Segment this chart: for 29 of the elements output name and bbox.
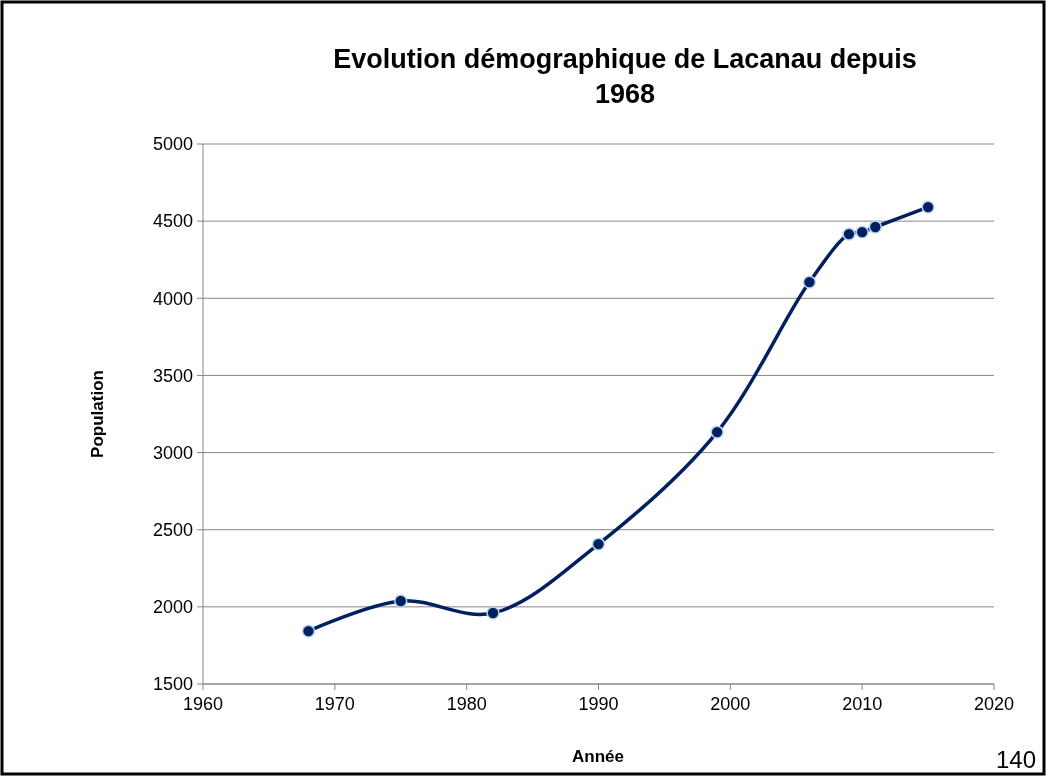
x-tick-label: 1960: [182, 694, 224, 714]
point: [486, 606, 500, 620]
y-tick-label: 3500: [152, 365, 193, 386]
point: [802, 275, 817, 289]
point: [855, 225, 869, 239]
x-tick-label: 2010: [842, 694, 883, 714]
point: [710, 425, 724, 439]
x-tick-label: 1990: [578, 694, 619, 714]
point: [921, 200, 935, 214]
y-tick-label: 2000: [152, 597, 193, 618]
x-tick-label: 2000: [710, 694, 751, 714]
chart-title: Evolution démographique de Lacanau depuis 1968: [333, 44, 917, 109]
point: [591, 537, 606, 551]
y-axis-title: Population: [88, 370, 107, 458]
point: [394, 594, 408, 608]
x-axis-title: Année: [572, 747, 624, 766]
y-tick-label: 4000: [152, 288, 193, 309]
x-tick-label: 1970: [314, 694, 355, 714]
y-tick-label: 1500: [152, 674, 193, 695]
y-tick-label: 4500: [152, 211, 193, 232]
y-tick-label: 2500: [152, 520, 193, 541]
x-tick-label: 1980: [446, 694, 487, 714]
point: [868, 220, 883, 234]
point: [301, 624, 316, 638]
x-tick-label: 2020: [973, 694, 1015, 714]
y-tick-label: 3000: [152, 442, 193, 463]
y-tick-label: 5000: [152, 134, 193, 155]
point: [842, 227, 856, 241]
text: 140: [995, 746, 1036, 773]
